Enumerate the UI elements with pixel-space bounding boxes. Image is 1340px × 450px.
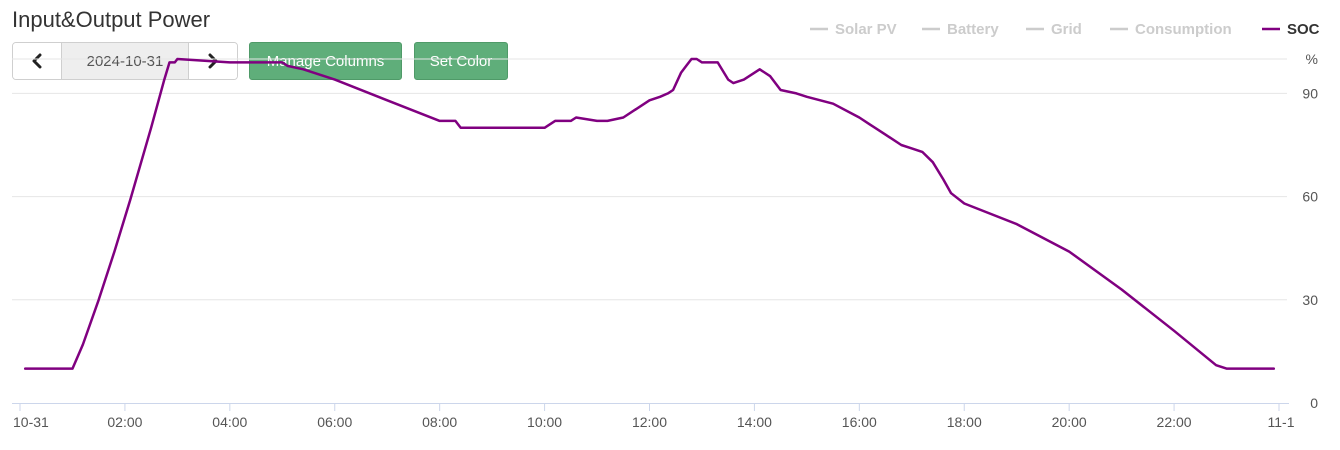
x-tick-label: 04:00 <box>212 414 247 430</box>
x-tick-label: 18:00 <box>947 414 982 430</box>
y-tick-label: 0 <box>1310 395 1318 411</box>
legend-item[interactable]: Grid <box>1026 21 1082 38</box>
soc-series-line <box>23 57 1276 370</box>
x-tick-label: 16:00 <box>842 414 877 430</box>
set-color-button[interactable]: Set Color <box>414 42 508 80</box>
manage-columns-button[interactable]: Manage Columns <box>249 42 402 80</box>
chevron-left-icon <box>32 53 42 69</box>
y-tick-label: 60 <box>1302 189 1318 205</box>
x-tick-label: 14:00 <box>737 414 772 430</box>
y-tick-label: 30 <box>1302 292 1318 308</box>
x-tick-label: 10-31 <box>13 414 49 430</box>
chart-legend[interactable]: Solar PV Battery Grid Consumption SOC <box>810 21 1320 38</box>
legend-label: Solar PV <box>835 21 897 38</box>
date-display[interactable]: 2024-10-31 <box>61 43 189 79</box>
legend-item[interactable]: Consumption <box>1110 21 1232 38</box>
x-tick-label: 12:00 <box>632 414 667 430</box>
axis-layer: 0 30 60 90% 10-31 02:00 04:00 06:00 08:00 10:00 12… <box>12 51 1318 430</box>
x-tick-label: 22:00 <box>1157 414 1192 430</box>
x-tick-label: 20:00 <box>1052 414 1087 430</box>
x-tick-label: 02:00 <box>107 414 142 430</box>
legend-label: Battery <box>947 21 999 38</box>
y-axis-unit-label: % <box>1306 51 1318 67</box>
legend-label: SOC <box>1287 21 1320 38</box>
series-layer <box>23 57 1276 370</box>
page-title: Input&Output Power <box>12 7 211 32</box>
x-tick-label: 06:00 <box>317 414 352 430</box>
legend-item[interactable]: SOC <box>1262 21 1320 38</box>
x-tick-label: 10:00 <box>527 414 562 430</box>
x-tick-label: 11-1 <box>1268 414 1295 430</box>
grid-layer <box>12 58 1287 301</box>
legend-item[interactable]: Solar PV <box>810 21 897 38</box>
legend-label: Consumption <box>1135 21 1232 38</box>
legend-item[interactable]: Battery <box>922 21 999 38</box>
y-tick-label: 90 <box>1302 85 1318 101</box>
legend-label: Grid <box>1051 21 1082 38</box>
prev-date-button[interactable] <box>13 43 61 79</box>
x-tick-label: 08:00 <box>422 414 457 430</box>
